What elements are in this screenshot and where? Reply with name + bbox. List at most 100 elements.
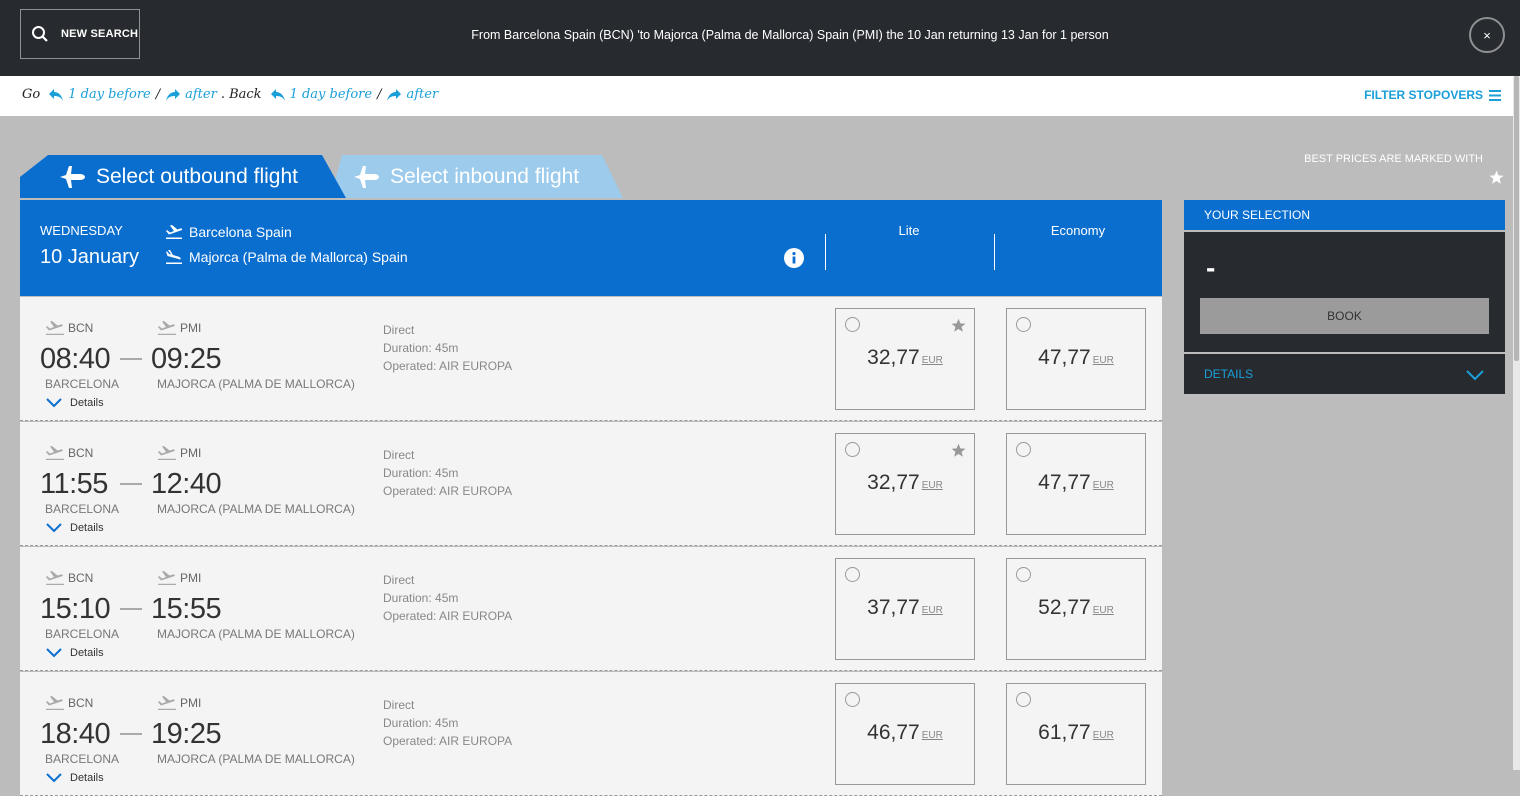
menu-icon	[1489, 89, 1501, 101]
best-price-star-icon	[951, 443, 966, 457]
fare-price: 32,77 EUR	[867, 471, 943, 494]
arrival-city: MAJORCA (PALMA DE MALLORCA)	[157, 502, 355, 516]
your-selection-panel: - BOOK	[1184, 232, 1505, 352]
arrival-code: PMI	[157, 320, 201, 336]
fare-price: 46,77 EUR	[867, 721, 943, 744]
fare-radio[interactable]	[845, 442, 860, 457]
currency-label: EUR	[921, 605, 943, 616]
book-button[interactable]: BOOK	[1200, 298, 1489, 334]
info-icon[interactable]	[784, 248, 804, 268]
takeoff-icon	[158, 446, 176, 460]
currency-label: EUR	[921, 355, 943, 366]
tab-outbound-label: Select outbound flight	[96, 164, 298, 188]
currency-label: EUR	[1092, 730, 1114, 741]
flight-info: Direct Duration: 45m Operated: AIR EUROPA	[383, 321, 512, 375]
departure-city: BARCELONA	[45, 752, 120, 766]
fare-option-lite[interactable]: 46,77 EUR	[835, 683, 975, 785]
selection-amount: -	[1206, 252, 1216, 283]
go-label: Go	[22, 87, 41, 102]
tab-outbound-shape	[20, 155, 346, 198]
flight-stops: Direct	[383, 448, 415, 462]
arrival-time: 09:25	[151, 343, 222, 375]
flight-origin: Barcelona Spain	[165, 224, 292, 240]
page-scrollbar[interactable]	[1513, 76, 1520, 770]
fare-price: 61,77 EUR	[1038, 721, 1114, 744]
time-separator	[120, 358, 142, 360]
departure-city: BARCELONA	[45, 377, 120, 391]
fare-radio[interactable]	[845, 317, 860, 332]
currency-label: EUR	[921, 480, 943, 491]
tab-inbound-shape	[330, 155, 623, 198]
scrollbar-thumb[interactable]	[1514, 76, 1519, 361]
departure-code: BCN	[45, 445, 93, 461]
date-navigation-bar: Go 1 day before / after . Back 1 day bef…	[0, 76, 1513, 116]
takeoff-icon	[46, 446, 64, 460]
header-divider	[994, 234, 995, 270]
chevron-down-icon	[46, 773, 62, 783]
fare-price: 47,77 EUR	[1038, 471, 1114, 494]
flight-details-toggle[interactable]: Details	[46, 397, 104, 409]
arrow-forward-icon	[166, 88, 181, 101]
search-icon	[32, 26, 48, 42]
flight-duration: Duration: 45m	[383, 716, 459, 730]
tab-outbound[interactable]: Select outbound flight	[20, 155, 350, 198]
selection-details-label: DETAILS	[1204, 367, 1254, 381]
your-selection-title: YOUR SELECTION	[1184, 200, 1505, 230]
flight-operator: Operated: AIR EUROPA	[383, 609, 513, 623]
flight-details-toggle[interactable]: Details	[46, 647, 104, 659]
takeoff-icon	[46, 571, 64, 585]
close-button[interactable]: ×	[1469, 17, 1505, 53]
fare-option-economy[interactable]: 52,77 EUR	[1006, 558, 1146, 660]
go-day-before-link[interactable]: 1 day before	[48, 87, 151, 102]
back-day-before-link[interactable]: 1 day before	[270, 87, 372, 102]
takeoff-icon	[46, 696, 64, 710]
fare-radio[interactable]	[1016, 692, 1031, 707]
arrival-city: MAJORCA (PALMA DE MALLORCA)	[157, 752, 355, 766]
arrival-time: 15:55	[151, 593, 222, 625]
arrival-code: PMI	[157, 570, 201, 586]
arrival-time: 12:40	[151, 468, 222, 500]
selection-details-toggle[interactable]: DETAILS	[1184, 354, 1505, 394]
arrival-code: PMI	[157, 445, 201, 461]
flight-info: Direct Duration: 45m Operated: AIR EUROPA	[383, 446, 512, 500]
arrival-time: 19:25	[151, 718, 222, 750]
departure-code: BCN	[45, 570, 93, 586]
star-icon	[1489, 170, 1504, 184]
fare-radio[interactable]	[1016, 442, 1031, 457]
flight-operator: Operated: AIR EUROPA	[383, 484, 513, 498]
arrow-forward-icon	[387, 88, 402, 101]
flight-info: Direct Duration: 45m Operated: AIR EUROPA	[383, 571, 512, 625]
flight-duration: Duration: 45m	[383, 341, 459, 355]
flight-stops: Direct	[383, 573, 415, 587]
back-label: . Back	[220, 87, 262, 102]
fare-option-economy[interactable]: 47,77 EUR	[1006, 433, 1146, 535]
flight-header: WEDNESDAY 10 January Barcelona Spain Maj…	[20, 200, 1162, 296]
tab-inbound[interactable]: Select inbound flight	[330, 155, 625, 198]
fare-option-lite[interactable]: 32,77 EUR	[835, 308, 975, 410]
go-day-after-link[interactable]: after	[165, 87, 217, 102]
currency-label: EUR	[921, 730, 943, 741]
fare-radio[interactable]	[1016, 567, 1031, 582]
fare-option-economy[interactable]: 47,77 EUR	[1006, 308, 1146, 410]
fare-price: 32,77 EUR	[867, 346, 943, 369]
fare-option-lite[interactable]: 37,77 EUR	[835, 558, 975, 660]
flight-details-toggle[interactable]: Details	[46, 772, 104, 784]
chevron-down-icon	[46, 648, 62, 658]
date-navigation: Go 1 day before / after . Back 1 day bef…	[22, 87, 439, 102]
arrow-back-icon	[270, 88, 285, 101]
fare-radio[interactable]	[1016, 317, 1031, 332]
fare-radio[interactable]	[845, 692, 860, 707]
fare-option-lite[interactable]: 32,77 EUR	[835, 433, 975, 535]
currency-label: EUR	[1092, 605, 1114, 616]
best-prices-note: BEST PRICES ARE MARKED WITH	[1304, 153, 1483, 165]
top-bar: NEW SEARCH From Barcelona Spain (BCN) 't…	[0, 0, 1520, 76]
fare-radio[interactable]	[845, 567, 860, 582]
back-day-after-link[interactable]: after	[386, 87, 438, 102]
takeoff-icon	[166, 225, 183, 239]
flight-stops: Direct	[383, 698, 415, 712]
new-search-button[interactable]: NEW SEARCH	[20, 9, 140, 59]
filter-stopovers-button[interactable]: FILTER STOPOVERS	[1364, 88, 1501, 102]
flight-details-toggle[interactable]: Details	[46, 522, 104, 534]
arrival-city: MAJORCA (PALMA DE MALLORCA)	[157, 627, 355, 641]
flight-duration: Duration: 45m	[383, 466, 459, 480]
